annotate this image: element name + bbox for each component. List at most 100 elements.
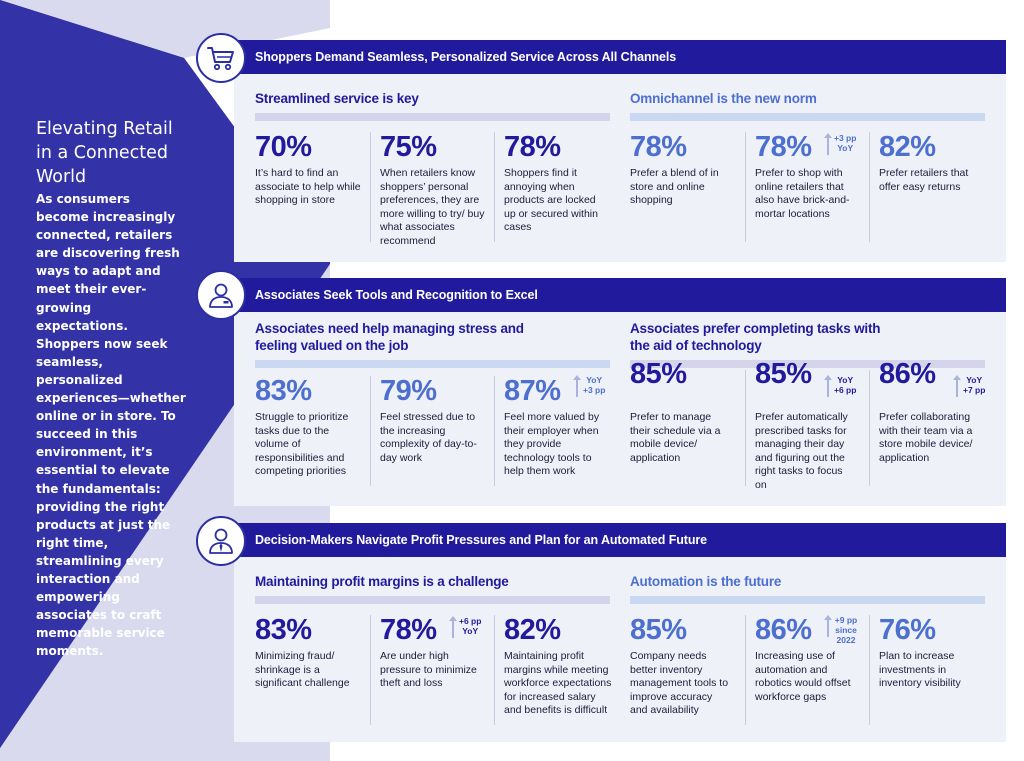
stat-item: 78% Prefer to shop with online retailers… <box>755 131 873 221</box>
stat-description: Prefer collaborating with their team via… <box>879 411 973 464</box>
decision-maker-tie-icon <box>196 516 246 566</box>
stat-item: 85% Prefer to manage their schedule via … <box>630 358 748 465</box>
stat-description: It’s hard to find an associate to help w… <box>255 167 361 207</box>
subsection-title: Associates need help managing stress and… <box>255 321 524 353</box>
stat-value: 78% <box>504 131 561 163</box>
stat-item: 83% Struggle to prioritize tasks due to … <box>255 375 373 479</box>
associate-person-icon <box>196 270 246 320</box>
subsection-right: Omnichannel is the new norm <box>630 90 817 107</box>
up-arrow-icon <box>824 133 832 155</box>
delta-indicator: YoY +3 pp <box>573 375 606 397</box>
divider <box>494 132 495 242</box>
subsection-left: Associates need help managing stress and… <box>255 320 525 354</box>
divider <box>370 376 371 486</box>
stat-value: 85% <box>630 614 687 646</box>
stat-item: 82% Prefer retailers that offer easy ret… <box>879 131 997 194</box>
delta-bottom: since 2022 <box>835 625 857 645</box>
subsection-title: Maintaining profit margins is a challeng… <box>255 574 509 589</box>
stat-value: 82% <box>879 131 936 163</box>
divider <box>494 615 495 725</box>
stat-value: 82% <box>504 614 561 646</box>
up-arrow-icon <box>824 615 832 637</box>
up-arrow-icon <box>449 616 457 638</box>
stat-description: Feel more valued by their employer when … <box>504 411 600 478</box>
stat-description: Prefer a blend of in store and online sh… <box>630 167 719 207</box>
stat-description: Prefer retailers that offer easy returns <box>879 167 969 193</box>
stat-item: 75% When retailers know shoppers’ person… <box>380 131 498 249</box>
subsection-left: Streamlined service is key <box>255 90 419 107</box>
delta-bottom: +6 pp <box>834 385 857 395</box>
stat-value: 78% <box>380 614 437 646</box>
stat-description: Are under high pressure to minimize thef… <box>380 650 477 690</box>
up-arrow-icon <box>824 375 832 397</box>
stat-item: 70% It’s hard to find an associate to he… <box>255 131 373 208</box>
section-associates: Associates Seek Tools and Recognition to… <box>234 278 1006 506</box>
divider <box>370 615 371 725</box>
stat-value: 78% <box>755 131 812 163</box>
delta-indicator: YoY +7 pp <box>953 375 985 397</box>
stat-description: Shoppers find it annoying when products … <box>504 167 598 234</box>
stat-description: Struggle to prioritize tasks due to the … <box>255 411 349 478</box>
subsection-title: Associates prefer completing tasks with … <box>630 321 881 353</box>
stat-item: 87% Feel more valued by their employer w… <box>504 375 622 479</box>
stat-item: 78% Prefer a blend of in store and onlin… <box>630 131 748 208</box>
subsection-right: Associates prefer completing tasks with … <box>630 320 890 354</box>
subsection-bar <box>630 113 985 121</box>
section-header: Shoppers Demand Seamless, Personalized S… <box>234 40 1006 74</box>
subsection-bar <box>255 113 610 121</box>
stat-item: 82% Maintaining profit margins while mee… <box>504 614 622 718</box>
shopping-cart-icon <box>196 33 246 83</box>
section-shoppers: Shoppers Demand Seamless, Personalized S… <box>234 40 1006 262</box>
subsection-bar <box>255 596 610 604</box>
delta-top: +3 pp <box>834 133 857 143</box>
stat-item: 83% Minimizing fraud/ shrinkage is a sig… <box>255 614 373 691</box>
stat-description: Increasing use of automation and robotic… <box>755 650 851 703</box>
stat-description: Maintaining profit margins while meeting… <box>504 650 612 717</box>
delta-indicator: +3 pp YoY <box>824 133 857 155</box>
stat-item: 76% Plan to increase investments in inve… <box>879 614 997 691</box>
intro-body: As consumers become increasingly connect… <box>36 192 186 659</box>
stat-item: 85% Prefer automatically prescribed task… <box>755 358 873 493</box>
stat-item: 79% Feel stressed due to the increasing … <box>380 375 498 465</box>
delta-top: YoY <box>966 375 983 385</box>
delta-bottom: YoY <box>462 626 479 636</box>
stat-value: 75% <box>380 131 437 163</box>
up-arrow-icon <box>573 375 581 397</box>
divider <box>370 132 371 242</box>
stat-item: 86% Increasing use of automation and rob… <box>755 614 873 704</box>
stat-value: 87% <box>504 375 561 407</box>
intro-title: Elevating Retail in a Connected World <box>36 119 173 187</box>
divider <box>745 370 746 486</box>
stat-value: 85% <box>755 358 812 390</box>
stat-value: 76% <box>879 614 936 646</box>
stat-description: Feel stressed due to the increasing comp… <box>380 411 477 464</box>
stat-value: 86% <box>879 358 936 390</box>
divider <box>869 370 870 486</box>
delta-bottom: YoY <box>837 143 854 153</box>
stat-description: Minimizing fraud/ shrinkage is a signifi… <box>255 650 350 690</box>
section-header: Associates Seek Tools and Recognition to… <box>234 278 1006 312</box>
delta-bottom: +3 pp <box>583 385 606 395</box>
delta-top: YoY <box>837 375 854 385</box>
delta-top: +9 pp <box>834 615 858 625</box>
subsection-bar <box>630 360 985 368</box>
stat-item: 85% Company needs better inventory manag… <box>630 614 748 718</box>
divider <box>745 132 746 242</box>
section-decision-makers: Decision-Makers Navigate Profit Pressure… <box>234 523 1006 742</box>
stat-description: Prefer to manage their schedule via a mo… <box>630 411 721 464</box>
delta-indicator: +6 pp YoY <box>449 616 481 638</box>
stat-description: Prefer to shop with online retailers tha… <box>755 167 850 220</box>
subsection-bar <box>255 360 610 368</box>
subsection-title: Omnichannel is the new norm <box>630 91 817 106</box>
intro-panel: Elevating Retail in a Connected World As… <box>36 117 186 660</box>
stat-item: 78% Are under high pressure to minimize … <box>380 614 498 691</box>
stat-description: Plan to increase investments in inventor… <box>879 650 961 690</box>
stat-description: When retailers know shoppers’ personal p… <box>380 167 485 247</box>
divider <box>494 376 495 486</box>
stat-value: 70% <box>255 131 312 163</box>
delta-indicator: YoY +6 pp <box>824 375 857 397</box>
stat-value: 79% <box>380 375 437 407</box>
divider <box>869 132 870 242</box>
stat-value: 83% <box>255 375 312 407</box>
stat-value: 86% <box>755 614 812 646</box>
